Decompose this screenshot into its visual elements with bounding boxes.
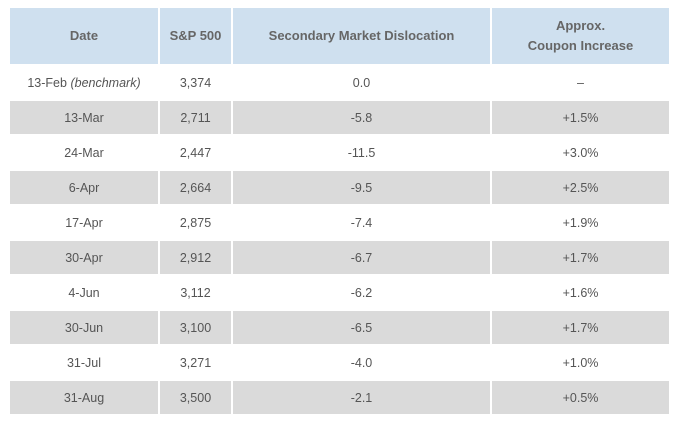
cell-date: 30-Jun (10, 310, 160, 346)
cell-date: 17-Apr (10, 205, 160, 241)
header-row: Date S&P 500 Secondary Market Dislocatio… (10, 8, 669, 66)
cell-dislocation: -2.1 (232, 380, 492, 416)
cell-sp500: 3,500 (159, 380, 233, 416)
header-coupon-increase: Approx. Coupon Increase (491, 8, 669, 66)
cell-coupon: – (491, 65, 669, 101)
cell-sp500: 3,271 (159, 345, 233, 381)
cell-sp500: 2,875 (159, 205, 233, 241)
cell-dislocation: -5.8 (232, 100, 492, 136)
table-row: 13-Feb (benchmark) 3,374 0.0 – (10, 65, 669, 101)
cell-dislocation: -6.2 (232, 275, 492, 311)
table-row: 4-Jun 3,112 -6.2 +1.6% (10, 275, 669, 311)
table-header: Date S&P 500 Secondary Market Dislocatio… (10, 8, 669, 66)
cell-dislocation: -7.4 (232, 205, 492, 241)
cell-sp500: 3,112 (159, 275, 233, 311)
header-dislocation: Secondary Market Dislocation (232, 8, 492, 66)
header-coupon-line1: Approx. (555, 18, 606, 33)
cell-sp500: 3,100 (159, 310, 233, 346)
cell-date: 13-Feb (benchmark) (10, 65, 160, 101)
cell-date: 31-Aug (10, 380, 160, 416)
cell-coupon: +1.6% (491, 275, 669, 311)
benchmark-note: (benchmark) (70, 75, 141, 90)
header-date: Date (10, 8, 160, 66)
header-sp500: S&P 500 (159, 8, 233, 66)
cell-sp500: 2,447 (159, 135, 233, 171)
cell-sp500: 3,374 (159, 65, 233, 101)
cell-coupon: +2.5% (491, 170, 669, 206)
table-row: 6-Apr 2,664 -9.5 +2.5% (10, 170, 669, 206)
header-coupon-line2: Coupon Increase (527, 38, 634, 53)
market-dislocation-table: Date S&P 500 Secondary Market Dislocatio… (10, 8, 669, 416)
cell-coupon: +3.0% (491, 135, 669, 171)
cell-dislocation: -9.5 (232, 170, 492, 206)
cell-coupon: +0.5% (491, 380, 669, 416)
market-dislocation-table-container: Date S&P 500 Secondary Market Dislocatio… (10, 8, 669, 416)
table-body: 13-Feb (benchmark) 3,374 0.0 – 13-Mar 2,… (10, 65, 669, 416)
cell-coupon: +1.0% (491, 345, 669, 381)
cell-date: 24-Mar (10, 135, 160, 171)
cell-coupon: +1.7% (491, 240, 669, 276)
cell-sp500: 2,912 (159, 240, 233, 276)
cell-dislocation: -6.5 (232, 310, 492, 346)
table-row: 31-Aug 3,500 -2.1 +0.5% (10, 380, 669, 416)
table-row: 30-Jun 3,100 -6.5 +1.7% (10, 310, 669, 346)
cell-coupon: +1.9% (491, 205, 669, 241)
table-row: 30-Apr 2,912 -6.7 +1.7% (10, 240, 669, 276)
cell-dislocation: 0.0 (232, 65, 492, 101)
date-value: 13-Feb (27, 75, 67, 90)
cell-sp500: 2,664 (159, 170, 233, 206)
cell-coupon: +1.5% (491, 100, 669, 136)
table-row: 24-Mar 2,447 -11.5 +3.0% (10, 135, 669, 171)
table-row: 13-Mar 2,711 -5.8 +1.5% (10, 100, 669, 136)
cell-dislocation: -4.0 (232, 345, 492, 381)
table-row: 31-Jul 3,271 -4.0 +1.0% (10, 345, 669, 381)
table-row: 17-Apr 2,875 -7.4 +1.9% (10, 205, 669, 241)
cell-date: 6-Apr (10, 170, 160, 206)
cell-date: 4-Jun (10, 275, 160, 311)
cell-date: 30-Apr (10, 240, 160, 276)
cell-sp500: 2,711 (159, 100, 233, 136)
cell-coupon: +1.7% (491, 310, 669, 346)
cell-date: 31-Jul (10, 345, 160, 381)
cell-dislocation: -6.7 (232, 240, 492, 276)
cell-dislocation: -11.5 (232, 135, 492, 171)
cell-date: 13-Mar (10, 100, 160, 136)
